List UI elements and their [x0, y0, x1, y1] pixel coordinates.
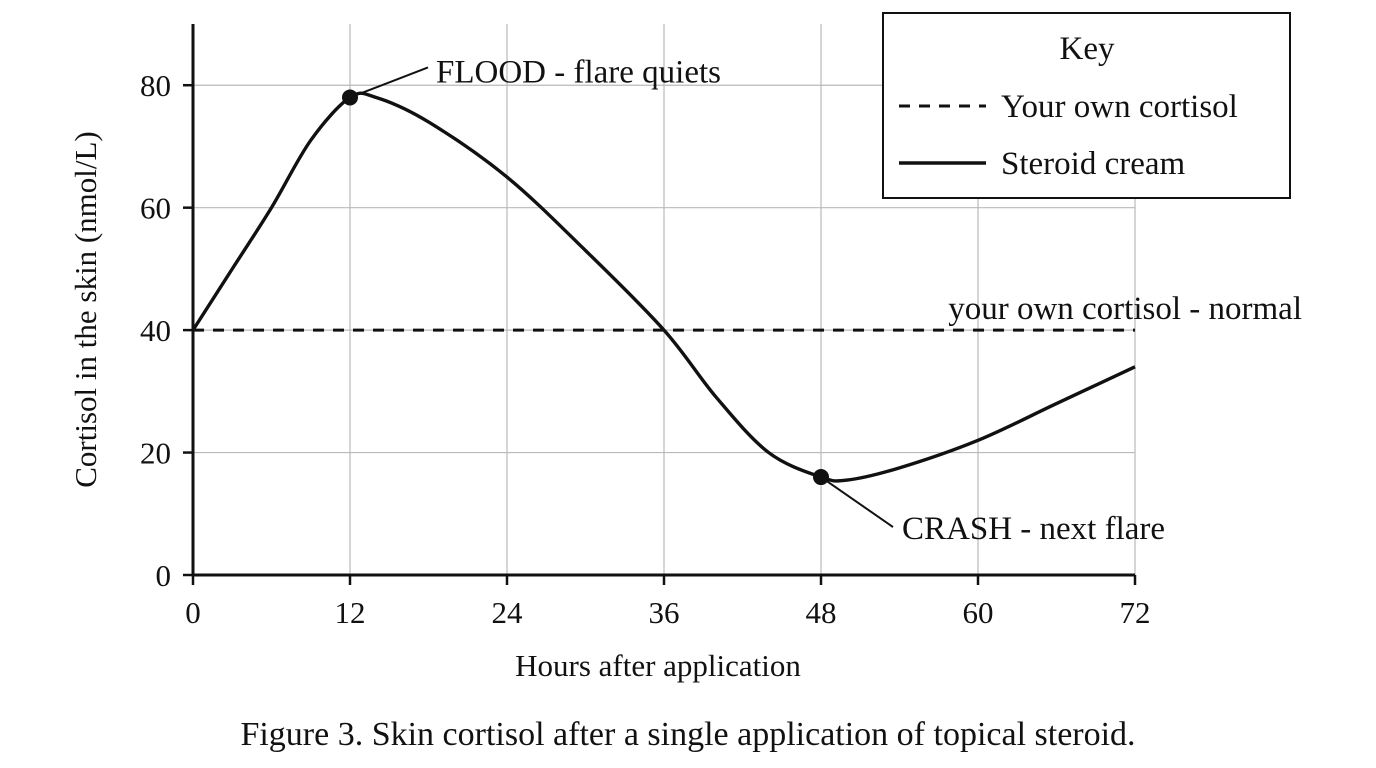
x-tick-label-0: 0	[185, 595, 201, 630]
x-tick-label-48: 48	[806, 595, 837, 630]
flood-label: FLOOD - flare quiets	[436, 54, 721, 90]
y-axis-title: Cortisol in the skin (nmol/L)	[68, 131, 103, 488]
figure-caption: Figure 3. Skin cortisol after a single a…	[240, 716, 1136, 753]
annotations: FLOOD - flare quiets CRASH - next flare yo…	[342, 54, 1302, 547]
x-axis-title: Hours after application	[515, 648, 801, 683]
x-tick-label-12: 12	[335, 595, 366, 630]
y-tick-label-20: 20	[140, 436, 171, 471]
flood-leader-line	[349, 66, 429, 99]
x-tick-label-24: 24	[492, 595, 524, 630]
x-tick-label-36: 36	[649, 595, 680, 630]
legend: Key Your own cortisol Steroid cream	[882, 12, 1291, 199]
crash-marker	[813, 469, 829, 486]
y-tick-label-40: 40	[140, 313, 171, 348]
series-layer	[191, 91, 1136, 483]
y-tick-label-0: 0	[156, 558, 172, 593]
normal-level-label: your own cortisol - normal	[948, 291, 1302, 327]
legend-title: Key	[1060, 31, 1115, 67]
axes: 0 12 24 36 48 60 72 0 20 40 60 80 Hours after applic…	[68, 24, 1151, 683]
x-tick-label-60: 60	[963, 595, 994, 630]
legend-label-0: Your own cortisol	[1001, 89, 1238, 125]
y-tick-label-80: 80	[140, 68, 171, 103]
crash-label: CRASH - next flare	[902, 511, 1165, 547]
y-tick-label-60: 60	[140, 191, 171, 226]
steroid-cream-line	[191, 91, 1136, 483]
legend-label-1: Steroid cream	[1001, 146, 1186, 182]
flood-marker	[342, 89, 358, 106]
x-tick-label-72: 72	[1120, 595, 1151, 630]
legend-box	[882, 12, 1291, 199]
crash-leader-line	[820, 476, 894, 528]
